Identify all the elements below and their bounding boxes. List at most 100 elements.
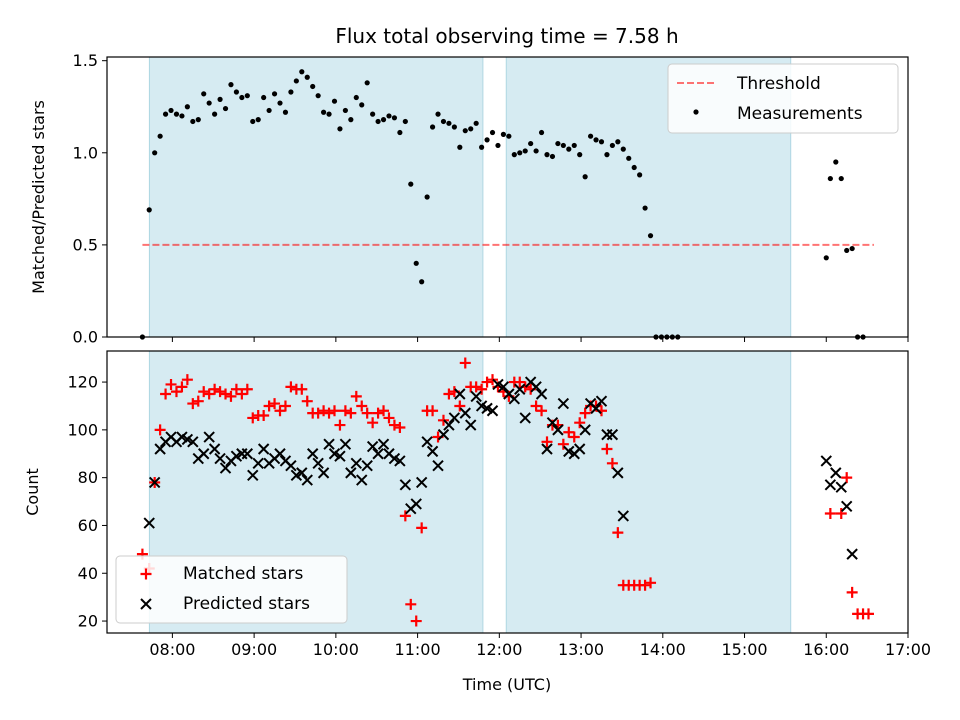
x-tick-label: 14:00 <box>640 640 686 659</box>
y-tick-label: 1.5 <box>73 51 98 70</box>
measurement-point-5 <box>168 107 174 114</box>
matched-star-point-74 <box>541 436 553 448</box>
measurement-point-91 <box>637 172 643 178</box>
measurement-point-103 <box>844 247 850 254</box>
observing-window-top-1 <box>148 56 484 338</box>
matched-star-point-30 <box>301 395 313 407</box>
predicted-star-point-88 <box>820 455 832 467</box>
predicted-star-point-51 <box>421 436 433 448</box>
predicted-star-point-43 <box>377 438 390 450</box>
measurement-point-59 <box>462 128 468 134</box>
predicted-star-point-58 <box>459 407 471 419</box>
predicted-star-point-73 <box>541 443 553 455</box>
measurement-point-12 <box>206 100 212 106</box>
legend-box <box>115 555 348 624</box>
predicted-star-point-67 <box>508 393 521 405</box>
matched-star-point-51 <box>416 522 428 534</box>
measurement-point-66 <box>500 131 507 137</box>
matched-star-point-48 <box>399 510 411 522</box>
predicted-star-point-11 <box>203 431 215 443</box>
measurement-point-104 <box>849 245 855 252</box>
matched-star-point-19 <box>241 383 253 395</box>
measurement-point-45 <box>386 113 392 119</box>
matched-star-point-49 <box>405 598 417 610</box>
predicted-star-point-76 <box>557 397 570 410</box>
matched-star-point-94 <box>824 508 836 520</box>
measurement-point-63 <box>484 137 490 143</box>
measurement-point-60 <box>468 126 474 132</box>
predicted-star-point-19 <box>247 469 259 481</box>
measurement-point-29 <box>299 69 305 75</box>
x-tick-label: 12:00 <box>476 640 522 659</box>
predicted-star-point-57 <box>454 388 466 400</box>
measurement-point-28 <box>293 78 299 84</box>
y-tick-label: 0.0 <box>73 328 98 347</box>
predicted-star-point-52 <box>426 445 439 458</box>
matched-star-point-59 <box>459 357 471 369</box>
matched-star-point-73 <box>536 405 548 417</box>
y-tick-label: 1.0 <box>73 143 98 162</box>
matched-star-point-10 <box>192 395 204 407</box>
measurement-point-9 <box>190 118 196 125</box>
legend-matched-swatch <box>140 568 152 580</box>
measurement-point-71 <box>528 140 534 147</box>
y-tick-label: 80 <box>78 468 98 487</box>
matched-star-point-62 <box>476 383 488 395</box>
measurement-point-17 <box>233 89 240 95</box>
measurement-point-86 <box>609 142 615 149</box>
matched-star-point-64 <box>487 374 499 386</box>
matched-star-point-37 <box>339 405 351 417</box>
matched-star-point-44 <box>378 405 390 417</box>
measurement-point-49 <box>408 181 414 187</box>
measurement-point-19 <box>244 93 250 99</box>
matched-star-point-81 <box>579 407 591 419</box>
measurement-point-11 <box>201 91 207 97</box>
legend-measurements-label: Measurements <box>737 104 863 124</box>
matched-star-point-77 <box>557 438 569 450</box>
measurement-point-7 <box>179 113 185 119</box>
predicted-star-point-38 <box>350 457 362 470</box>
predicted-star-point-71 <box>530 381 542 393</box>
x-tick-label: 13:00 <box>558 640 604 659</box>
predicted-star-point-69 <box>519 412 531 424</box>
measurement-point-8 <box>184 104 190 110</box>
measurement-point-16 <box>228 82 234 88</box>
matched-star-point-6 <box>170 386 182 398</box>
matched-star-point-87 <box>612 527 624 539</box>
matched-star-point-4 <box>160 388 172 400</box>
predicted-star-point-54 <box>437 428 450 441</box>
predicted-star-point-91 <box>835 481 847 493</box>
measurement-point-51 <box>419 279 425 285</box>
predicted-star-point-42 <box>372 448 384 460</box>
measurement-point-33 <box>320 109 327 115</box>
measurement-point-27 <box>288 89 294 95</box>
measurement-point-74 <box>544 152 550 158</box>
matched-star-point-85 <box>601 443 613 455</box>
measurement-point-50 <box>413 260 419 266</box>
measurement-point-77 <box>560 142 566 149</box>
measurement-point-13 <box>212 111 218 117</box>
top-legend: Threshold Measurements <box>667 63 899 134</box>
legend-threshold-label: Threshold <box>736 74 821 94</box>
matched-star-point-24 <box>269 398 281 410</box>
measurement-point-102 <box>838 175 844 182</box>
predicted-star-point-83 <box>595 395 608 407</box>
predicted-star-point-87 <box>617 510 629 522</box>
x-axis-label: Time (UTC) <box>462 675 551 694</box>
predicted-star-point-46 <box>394 455 406 467</box>
predicted-star-point-47 <box>399 479 412 491</box>
measurement-point-23 <box>266 107 272 114</box>
ratio-panel: 0.0 0.5 1.0 1.5 Threshold Measurements <box>73 51 909 347</box>
measurement-point-47 <box>397 129 403 136</box>
matched-star-point-63 <box>481 376 493 388</box>
predicted-star-point-18 <box>241 448 254 460</box>
matched-star-point-13 <box>209 383 221 395</box>
predicted-star-point-12 <box>208 443 221 455</box>
predicted-star-point-10 <box>198 448 210 460</box>
y-tick-label: 120 <box>67 373 98 392</box>
measurement-point-54 <box>435 111 441 117</box>
measurement-point-46 <box>391 115 398 121</box>
matched-star-point-56 <box>443 388 455 400</box>
y-tick-label: 40 <box>78 564 98 583</box>
